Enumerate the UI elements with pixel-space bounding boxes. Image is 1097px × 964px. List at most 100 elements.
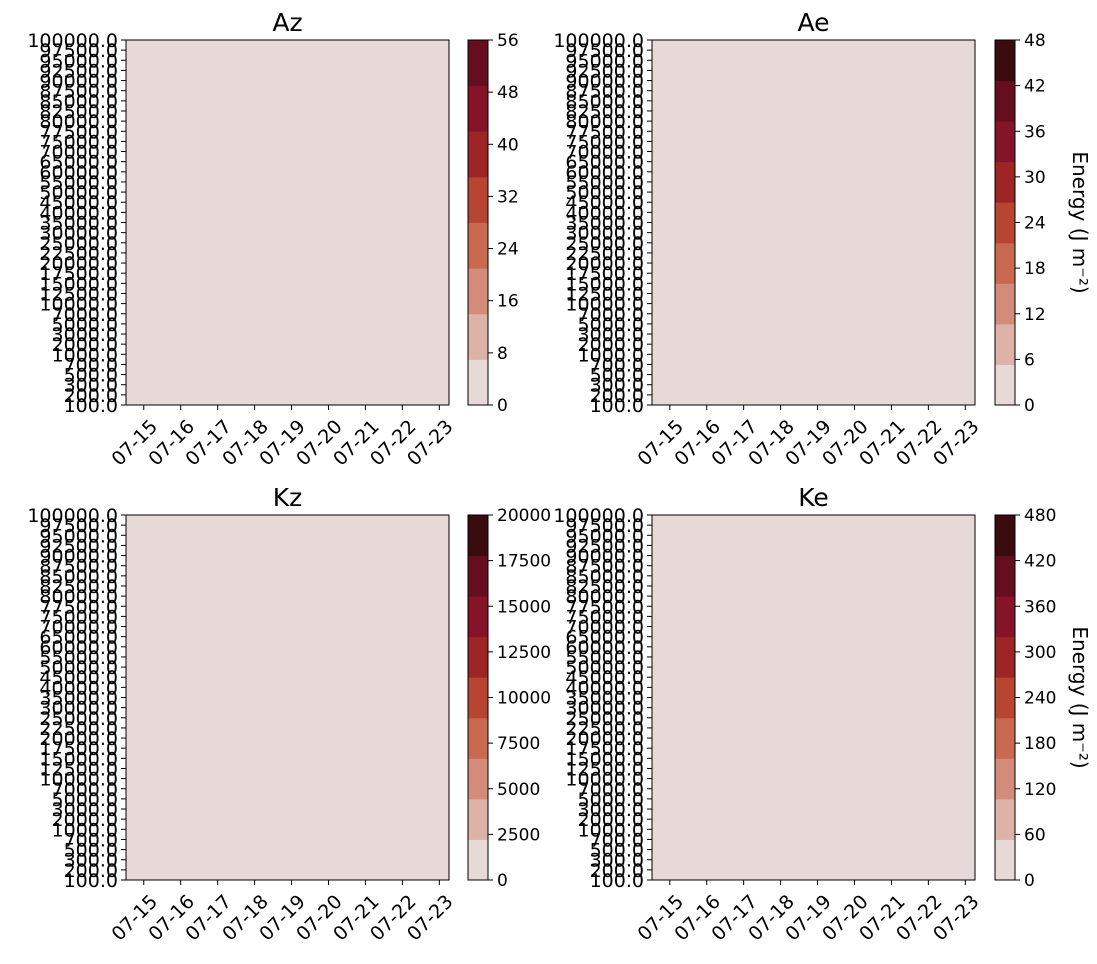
y-tick-label: 40000.0 [39,202,118,224]
colorbar-segment [468,85,488,132]
y-tick-label: 75000.0 [565,606,644,628]
y-tick-label: 75000.0 [565,131,644,153]
colorbar-segment [468,131,488,178]
y-tick-label: 92500.0 [39,60,118,82]
y-tick-label: 87500.0 [39,81,118,103]
y-tick-label: 55000.0 [565,647,644,669]
y-tick-label: 82500.0 [39,576,118,598]
colorbar-segment [995,798,1015,840]
colorbar: 0 6 12 18 24 30 36 42 48 Energy (J m⁻²) [994,31,1092,416]
y-tick-label: 300.0 [64,375,118,397]
colorbar-segment [995,515,1015,557]
y-tick-label: 50000.0 [565,182,644,204]
y-tick-label: 20000.0 [39,728,118,750]
y-tick-label: 90000.0 [565,71,644,93]
y-tick-label: 85000.0 [39,566,118,588]
y-tick-label: 5000.0 [52,789,118,811]
y-tick-label: 85000.0 [39,91,118,113]
y-tick-label: 7000.0 [578,304,644,326]
y-tick-label: 15000.0 [565,273,644,295]
y-tick-label: 22500.0 [39,718,118,740]
colorbar-segment [995,80,1015,122]
colorbar-tick-label: 16 [497,292,519,312]
y-tick-label: 92500.0 [39,535,118,557]
y-tick-label: 90000.0 [39,546,118,568]
colorbar-tick-label: 300 [1024,643,1056,663]
y-tick-label: 1000.0 [578,344,644,366]
y-tick-label: 90000.0 [565,546,644,568]
y-tick-label: 5000.0 [578,789,644,811]
y-tick-label: 82500.0 [565,101,644,123]
colorbar-tick-label: 30 [1024,168,1046,188]
colorbar-segment [995,202,1015,244]
colorbar-segment [995,717,1015,759]
colorbar-segment [995,121,1015,163]
y-tick-label: 45000.0 [39,667,118,689]
y-tick-label: 200.0 [64,385,118,407]
colorbar-frame [467,39,489,406]
y-tick-label: 22500.0 [565,718,644,740]
y-tick-label: 35000.0 [39,213,118,235]
y-tick-label: 700.0 [64,829,118,851]
colorbar-tick-label: 24 [497,240,519,260]
y-tick-label: 500.0 [64,840,118,862]
y-tick-label: 10000.0 [39,294,118,316]
y-tick-label: 65000.0 [39,627,118,649]
colorbar-tick-label: 0 [497,871,508,891]
y-tick-label: 20000.0 [565,253,644,275]
y-tick-label: 5000.0 [578,314,644,336]
colorbar-tick-label: 18 [1024,259,1046,279]
y-tick-label: 2000.0 [52,334,118,356]
y-tick-label: 12500.0 [565,758,644,780]
y-tick-label: 3000.0 [578,799,644,821]
colorbar-tick-label: 480 [1024,506,1056,526]
y-tick-label: 7000.0 [52,304,118,326]
y-tick-label: 300.0 [590,850,644,872]
y-tick-label: 85000.0 [565,91,644,113]
y-tick-label: 65000.0 [565,627,644,649]
y-tick-label: 100000.0 [553,505,644,527]
colorbar-segment [995,242,1015,284]
y-tick-label: 2000.0 [578,809,644,831]
colorbar-tick-label: 12 [1024,305,1046,325]
panel-ae: Ae 100000.097500.095000.092500.090000.087… [553,8,1092,470]
colorbar-segment [995,596,1015,638]
y-tick-label: 100.0 [590,870,644,892]
y-tick-label: 17500.0 [565,263,644,285]
y-tick-label: 97500.0 [565,40,644,62]
colorbar-segment [468,839,488,881]
y-tick-label: 17500.0 [39,738,118,760]
y-tick-label: 80000.0 [565,586,644,608]
y-tick-label: 700.0 [590,829,644,851]
y-tick-label: 80000.0 [39,111,118,133]
y-tick-label: 45000.0 [39,192,118,214]
colorbar-segment [995,677,1015,719]
y-tick-label: 200.0 [64,860,118,882]
y-tick-label: 20000.0 [39,253,118,275]
y-tick-label: 30000.0 [39,223,118,245]
y-tick-label: 55000.0 [39,172,118,194]
y-tick-label: 35000.0 [39,688,118,710]
colorbar-tick-label: 24 [1024,214,1046,234]
y-tick-label: 15000.0 [39,273,118,295]
colorbar-tick-label: 15000 [497,597,551,617]
colorbar: 0 60 120 180 240 300 360 420 480 Energy (J m⁻²) [994,506,1092,891]
y-tick-label: 500.0 [64,365,118,387]
y-tick-label: 75000.0 [39,606,118,628]
y-tick-label: 65000.0 [565,152,644,174]
colorbar-tick-label: 17500 [497,552,551,572]
colorbar-tick-label: 20000 [497,506,551,526]
colorbar-tick-label: 180 [1024,734,1056,754]
y-tick-label: 12500.0 [565,283,644,305]
y-tick-label: 95000.0 [565,525,644,547]
colorbar-label: Energy (J m⁻²) [1068,626,1092,768]
colorbar-segment [995,283,1015,325]
colorbar-segment [995,40,1015,82]
y-tick-label: 7000.0 [52,779,118,801]
contour-background [652,40,975,405]
y-tick-label: 1000.0 [52,819,118,841]
y-tick-label: 7000.0 [578,779,644,801]
y-tick-label: 92500.0 [565,535,644,557]
colorbar-tick-label: 2500 [497,825,540,845]
y-tick-label: 85000.0 [565,566,644,588]
